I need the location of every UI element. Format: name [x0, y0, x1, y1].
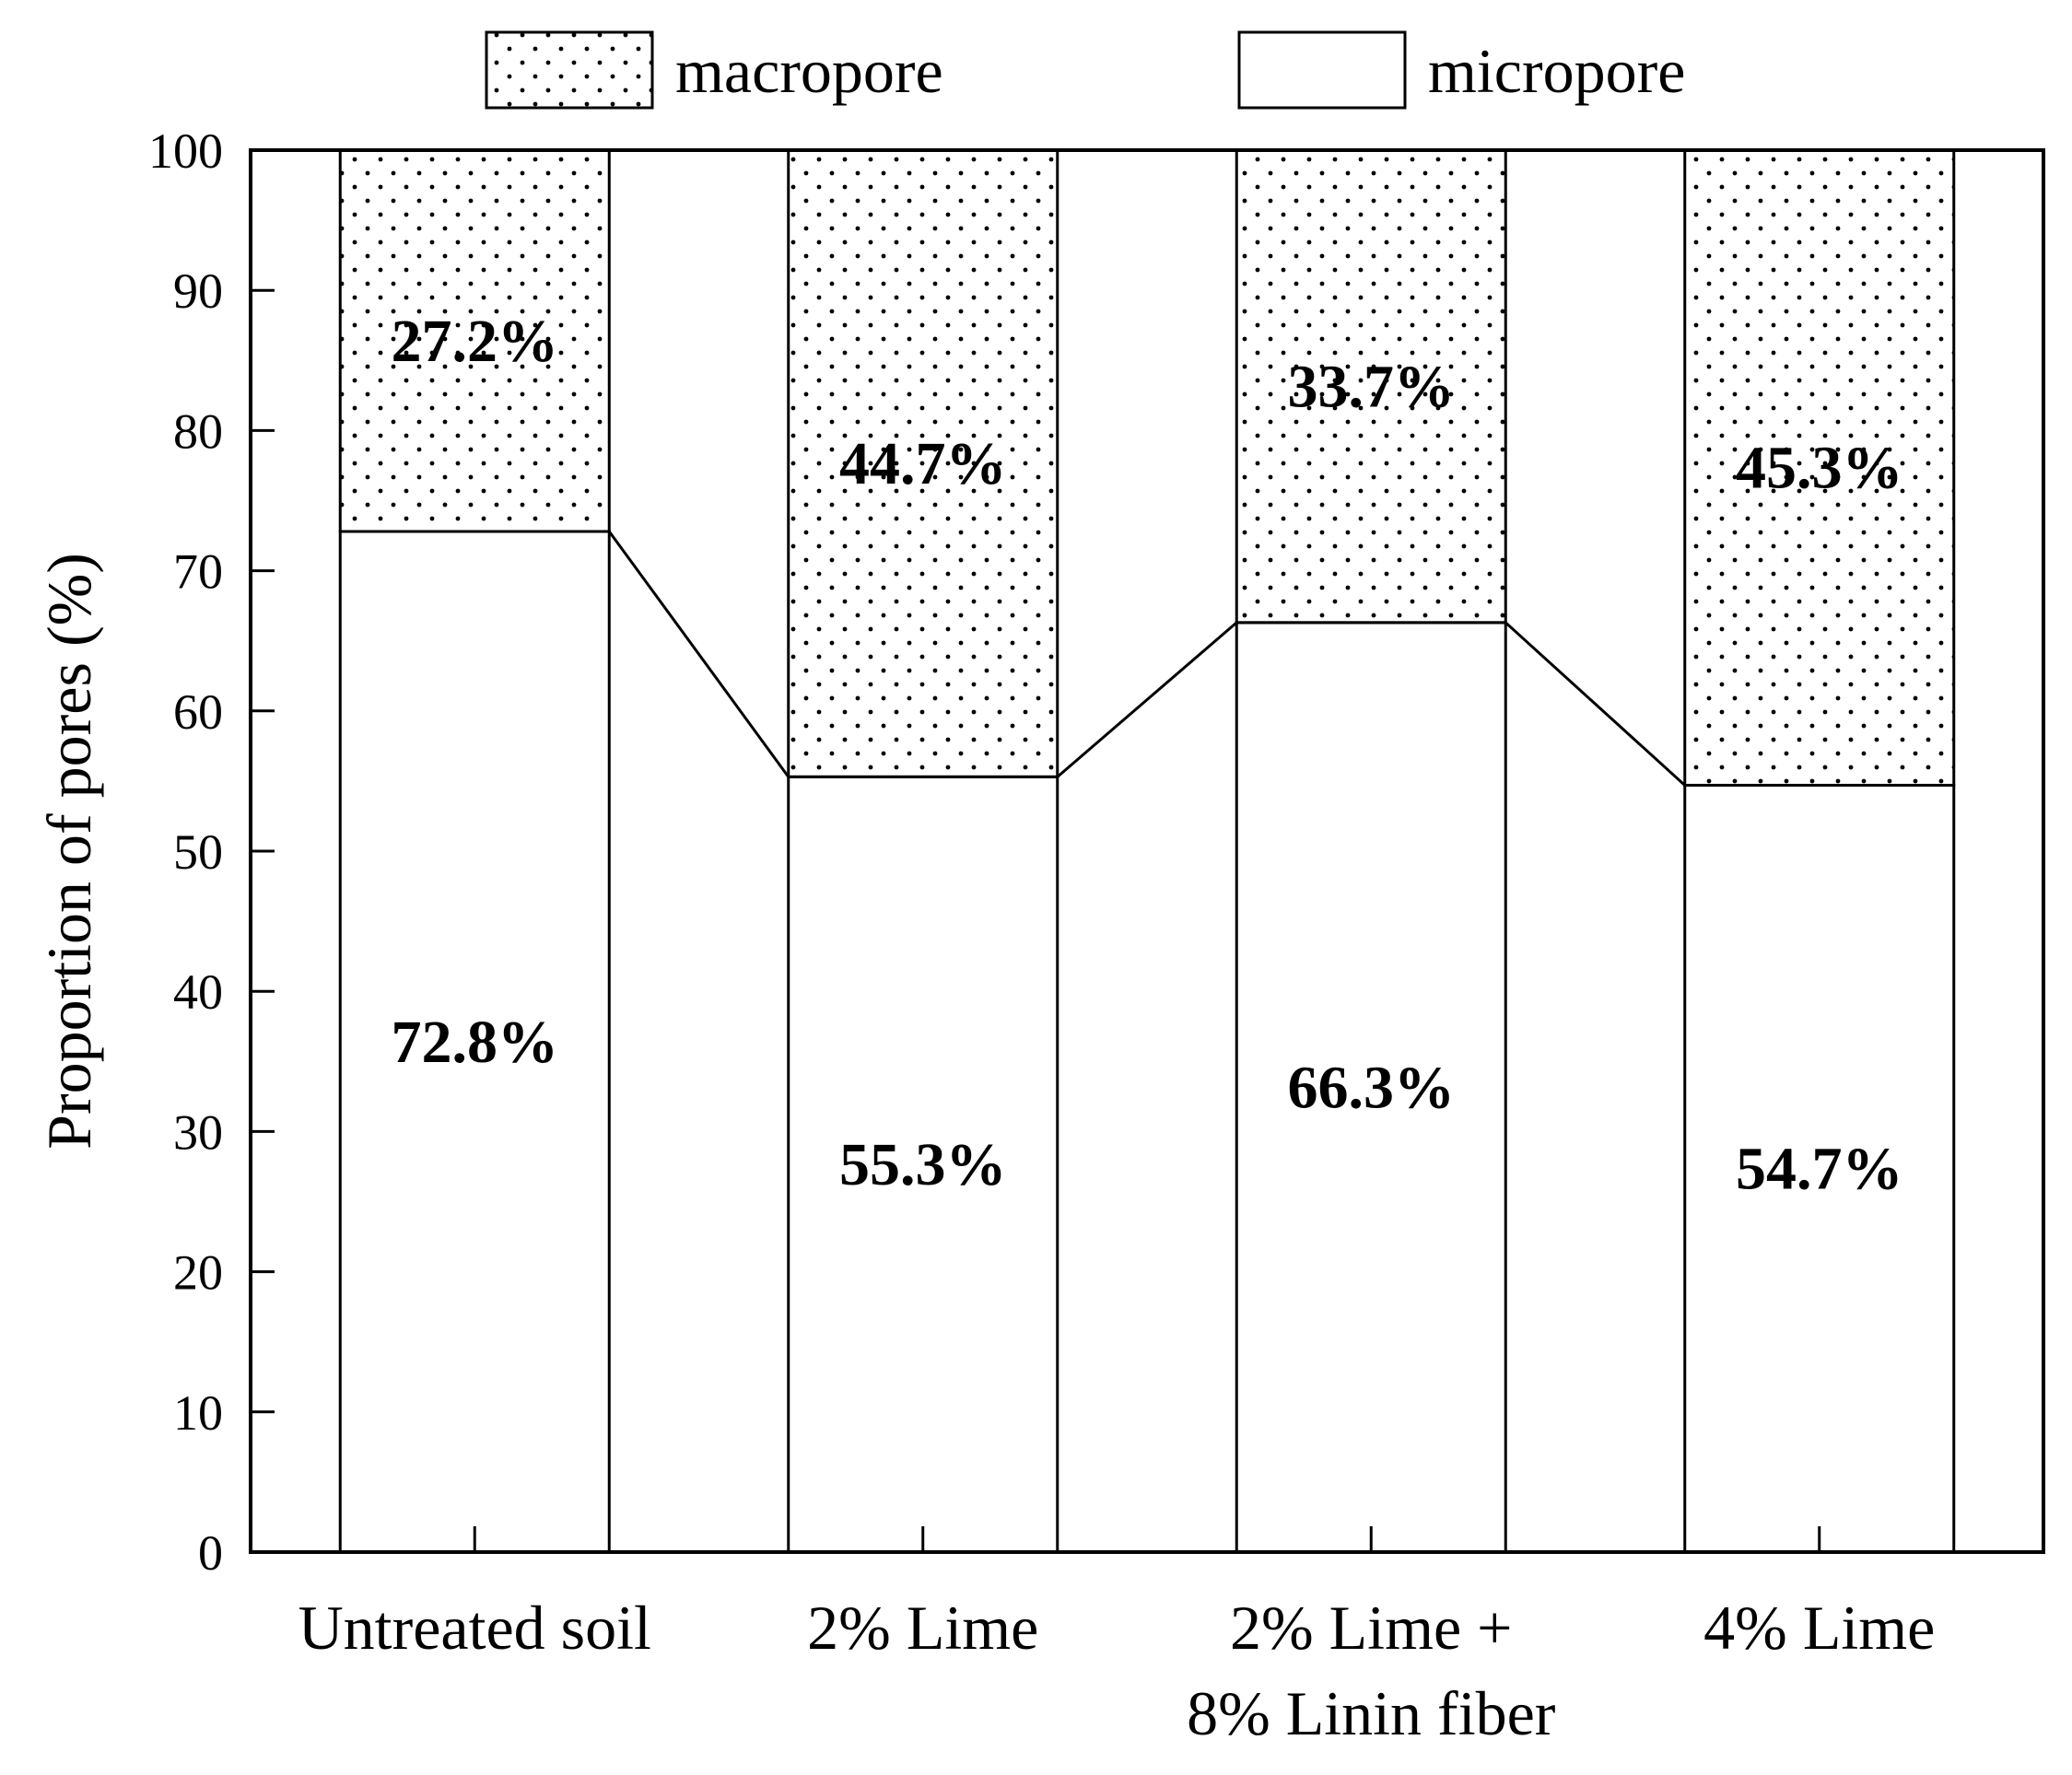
y-tick-label: 60 — [173, 684, 223, 740]
macropore-bar — [787, 148, 1059, 778]
y-tick-label: 70 — [173, 544, 223, 600]
y-tick-label: 50 — [173, 824, 223, 880]
macropore-data-label: 45.3% — [1736, 435, 1903, 502]
micropore-data-label: 54.7% — [1736, 1136, 1903, 1203]
micropore-legend-label: micropore — [1428, 36, 1685, 106]
x-tick-label: 4% Lime — [1703, 1593, 1935, 1663]
y-tick-label: 30 — [173, 1104, 223, 1160]
macropore-data-label: 33.7% — [1288, 353, 1456, 420]
data-labels: 72.8% 27.2% 55.3% 44.7% 66.3% 33.7% 54.7% 45.3% — [392, 308, 1903, 1203]
connector-line — [340, 530, 1954, 787]
macropore-data-label: 27.2% — [392, 308, 559, 375]
legend: macropore micropore — [485, 30, 1685, 110]
y-tick-label: 90 — [173, 263, 223, 319]
macropore-bar — [1235, 148, 1507, 625]
y-axis-title: Proportion of pores (%) — [34, 553, 104, 1150]
micropore-bar — [338, 530, 611, 1554]
axes: 0 10 20 30 40 50 60 70 80 90 100 Untreated soil 2% L… — [34, 123, 2045, 1748]
macropore-bar — [338, 148, 611, 533]
micropore-data-label: 72.8% — [392, 1009, 559, 1076]
y-tick-label: 0 — [198, 1525, 223, 1581]
macropore-legend-label: macropore — [675, 36, 943, 106]
x-tick-label: 8% Linin fiber — [1187, 1678, 1556, 1748]
bars — [338, 148, 1956, 1554]
x-tick-label: 2% Lime — [807, 1593, 1038, 1663]
micropore-bar — [1235, 621, 1507, 1554]
micropore-legend-swatch — [1237, 30, 1407, 110]
x-tick-label: Untreated soil — [299, 1593, 651, 1663]
micropore-data-label: 55.3% — [839, 1131, 1007, 1198]
micropore-connector-line — [340, 530, 1954, 787]
x-tick-label: 2% Lime + — [1230, 1593, 1513, 1663]
y-tick-label: 80 — [173, 403, 223, 459]
macropore-legend-swatch — [485, 30, 654, 110]
y-tick-label: 10 — [173, 1385, 223, 1441]
micropore-data-label: 66.3% — [1288, 1054, 1456, 1121]
macropore-data-label: 44.7% — [839, 430, 1007, 497]
micropore-bar — [1683, 783, 1956, 1554]
y-tick-label: 20 — [173, 1245, 223, 1301]
y-tick-label: 40 — [173, 964, 223, 1020]
macropore-bar — [1683, 148, 1956, 787]
y-tick-label: 100 — [148, 123, 223, 179]
